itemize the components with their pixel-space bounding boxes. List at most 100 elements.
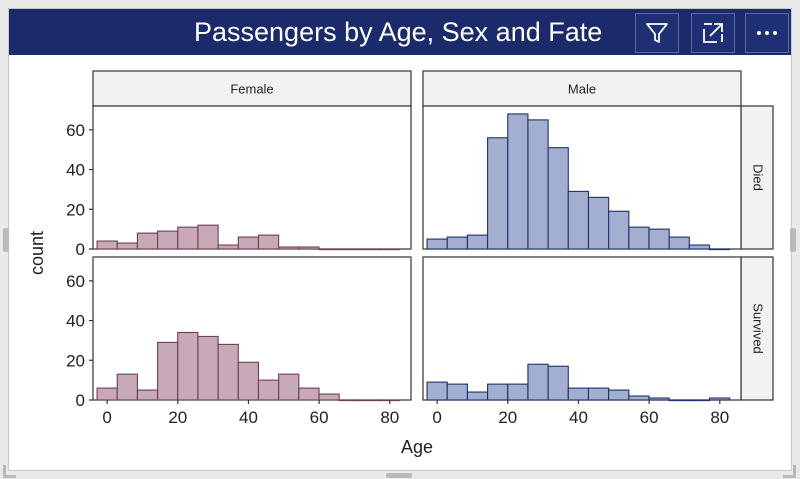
histogram-bar	[318, 248, 340, 251]
histogram-bar	[237, 236, 260, 250]
histogram-bar	[466, 391, 489, 401]
resize-handle-right[interactable]	[790, 228, 796, 252]
histogram-bar	[136, 389, 159, 401]
histogram-bar	[257, 379, 280, 401]
x-tick-label: 40	[569, 408, 588, 427]
x-axis-title: Age	[401, 437, 433, 457]
y-axis-title: count	[27, 231, 47, 275]
y-tick-label: 40	[66, 312, 85, 331]
histogram-bar	[668, 236, 690, 250]
x-tick-label: 80	[380, 408, 399, 427]
histogram-bar	[426, 238, 448, 250]
histogram-bar	[177, 331, 199, 401]
y-tick-label: 60	[66, 272, 85, 291]
visual-header: Passengers by Age, Sex and Fate	[9, 9, 791, 55]
histogram-bar	[567, 190, 590, 250]
histogram-bar	[157, 230, 179, 250]
histogram-bar	[237, 361, 260, 401]
histogram-bar	[628, 395, 650, 401]
histogram-bar	[358, 399, 381, 402]
histogram-bar	[688, 399, 711, 402]
x-tick-label: 0	[432, 408, 441, 427]
resize-handle-left[interactable]	[3, 228, 9, 252]
histogram-bar	[547, 147, 569, 250]
facet-strip-survived	[740, 256, 774, 401]
histogram-bar	[116, 242, 138, 250]
histogram-bar	[96, 387, 118, 401]
histogram-bar	[298, 246, 320, 250]
histogram-bar	[587, 196, 610, 250]
chart: Female Male Died Survived 0 20 40 60 0 20 40 60 0 20 4…	[27, 70, 774, 457]
histogram-bar	[648, 228, 670, 250]
histogram-bar	[318, 393, 340, 401]
histogram-bar	[358, 248, 381, 251]
histogram-bar	[567, 387, 590, 401]
facet-label-female: Female	[230, 82, 273, 97]
histogram-bar	[378, 248, 401, 251]
histogram-bar	[688, 244, 711, 250]
histogram-bar	[96, 240, 118, 250]
histogram-bar	[608, 389, 630, 401]
visual-container: Passengers by Age, Sex and Fate Female Ma…	[8, 8, 792, 471]
x-tick-label: 40	[239, 408, 258, 427]
facet-label-male: Male	[568, 82, 596, 97]
resize-handle-bottom[interactable]	[386, 473, 412, 478]
histogram-bar	[338, 248, 360, 251]
histogram-bar	[466, 234, 489, 250]
histogram-bar	[298, 387, 320, 401]
histogram-bar	[587, 387, 610, 401]
histogram-bar	[197, 224, 219, 250]
y-tick-label: 0	[76, 240, 85, 259]
y-tick-label: 0	[76, 391, 85, 410]
histogram-bar	[708, 248, 731, 251]
y-tick-label: 40	[66, 161, 85, 180]
y-tick-label: 20	[66, 351, 85, 370]
histogram-bar	[608, 210, 630, 250]
filter-button[interactable]	[635, 13, 679, 53]
resize-handle-bottom-left[interactable]	[3, 465, 16, 478]
histogram-bar	[527, 119, 549, 250]
histogram-bar	[628, 226, 650, 250]
x-tick-label: 60	[640, 408, 659, 427]
histogram-bar	[547, 365, 569, 401]
more-options-button[interactable]	[745, 13, 789, 53]
histogram-bar	[257, 234, 280, 250]
facet-strip-died	[740, 105, 774, 250]
x-tick-label: 60	[310, 408, 329, 427]
histogram-bar	[116, 373, 138, 401]
histogram-bar	[446, 383, 468, 401]
histogram-bar	[338, 399, 360, 402]
focus-mode-button[interactable]	[691, 13, 735, 53]
panel-female-died	[92, 105, 412, 250]
histogram-bar	[507, 383, 529, 401]
visual-title: Passengers by Age, Sex and Fate	[194, 17, 603, 47]
x-tick-label: 80	[710, 408, 729, 427]
histogram-bar	[278, 246, 300, 250]
resize-handle-bottom-right[interactable]	[783, 465, 796, 478]
facet-strip-male	[422, 70, 742, 107]
histogram-bar	[446, 236, 468, 250]
x-tick-label: 20	[168, 408, 187, 427]
more-options-icon	[757, 31, 777, 35]
y-tick-label: 20	[66, 200, 85, 219]
x-tick-label: 0	[102, 408, 111, 427]
histogram-bar	[426, 381, 448, 401]
histogram-bar	[527, 363, 549, 401]
facet-label-died: Died	[751, 164, 766, 191]
histogram-bar	[197, 335, 219, 401]
histogram-bar	[278, 373, 300, 401]
histogram-bar	[708, 397, 731, 401]
x-tick-label: 20	[498, 408, 517, 427]
histogram-bar	[217, 343, 239, 401]
histogram-bar	[487, 383, 509, 401]
histogram-bar	[487, 137, 509, 250]
facet-label-survived: Survived	[751, 303, 766, 354]
y-tick-label: 60	[66, 121, 85, 140]
histogram-bar	[177, 226, 199, 250]
histogram-bar	[648, 397, 670, 401]
facet-strip-female	[92, 70, 412, 107]
histogram-bar	[136, 232, 159, 250]
focus-mode-icon	[703, 23, 723, 43]
filter-icon	[646, 23, 668, 43]
histogram-bar	[668, 399, 690, 402]
